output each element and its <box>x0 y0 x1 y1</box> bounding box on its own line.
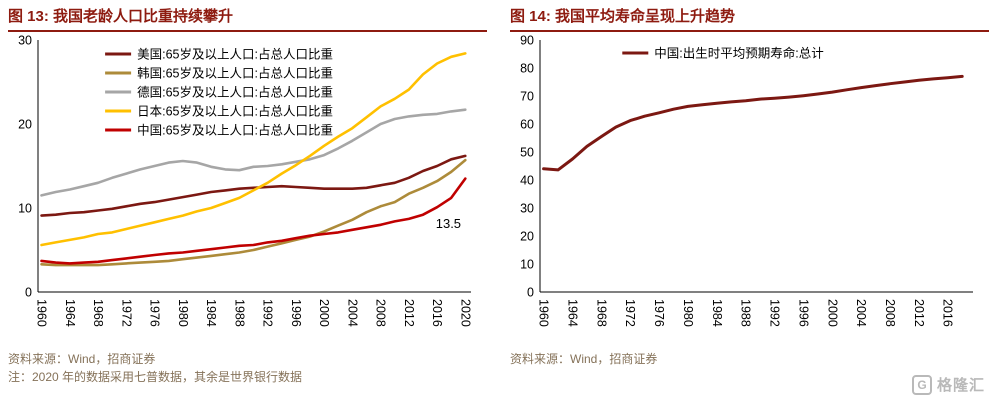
svg-text:2012: 2012 <box>912 299 926 327</box>
svg-text:40: 40 <box>520 174 534 188</box>
svg-text:2000: 2000 <box>825 299 839 327</box>
svg-text:0: 0 <box>527 286 534 300</box>
gelonghui-logo-text: 格隆汇 <box>936 377 985 394</box>
svg-text:1988: 1988 <box>232 299 246 327</box>
figure13-title: 图 13: 我国老龄人口比重持续攀升 <box>8 8 234 25</box>
figure14-source: 资料来源：Wind，招商证券 <box>510 352 658 366</box>
svg-text:2000: 2000 <box>317 299 331 327</box>
svg-text:1996: 1996 <box>289 299 303 327</box>
svg-text:1988: 1988 <box>739 299 753 327</box>
figure13-note: 注：2020 年的数据采用七普数据，其余是世界银行数据 <box>8 370 303 384</box>
svg-text:2016: 2016 <box>430 299 444 327</box>
gelonghui-logo-icon: G <box>911 374 932 395</box>
svg-text:德国:65岁及以上人口:占总人口比重: 德国:65岁及以上人口:占总人口比重 <box>137 84 333 99</box>
svg-text:70: 70 <box>520 90 534 104</box>
svg-text:90: 90 <box>520 34 534 48</box>
svg-text:20: 20 <box>18 118 32 132</box>
svg-text:1960: 1960 <box>35 299 49 327</box>
svg-text:1996: 1996 <box>796 299 810 327</box>
figure14-title-rule <box>510 30 989 32</box>
svg-text:13.5: 13.5 <box>436 216 461 231</box>
svg-text:1968: 1968 <box>594 299 608 327</box>
svg-text:1964: 1964 <box>566 299 580 327</box>
svg-text:1984: 1984 <box>204 299 218 327</box>
svg-text:1980: 1980 <box>681 299 695 327</box>
svg-text:30: 30 <box>18 34 32 48</box>
svg-text:50: 50 <box>520 146 534 160</box>
svg-text:1964: 1964 <box>63 299 77 327</box>
svg-text:30: 30 <box>520 202 534 216</box>
svg-text:日本:65岁及以上人口:占总人口比重: 日本:65岁及以上人口:占总人口比重 <box>137 103 333 118</box>
figure13-line-chart: 0 10 20 30 1960 1964 1968 1972 1976 1980 1984 1988 1… <box>18 34 472 327</box>
svg-text:2004: 2004 <box>345 299 359 327</box>
svg-text:10: 10 <box>520 258 534 272</box>
svg-text:1984: 1984 <box>710 299 724 327</box>
svg-text:1980: 1980 <box>176 299 190 327</box>
svg-text:1968: 1968 <box>91 299 105 327</box>
svg-text:中国:出生时平均预期寿命:总计: 中国:出生时平均预期寿命:总计 <box>654 45 823 60</box>
svg-text:1976: 1976 <box>652 299 666 327</box>
figure13-source: 资料来源：Wind，招商证券 <box>8 352 156 366</box>
figure13-panel: 图 13: 我国老龄人口比重持续攀升 0 10 20 30 1960 1964 1968 19… <box>0 0 495 400</box>
figure14-panel: 图 14: 我国平均寿命呈现上升趋势 0 10 20 30 40 50 60 70 80 90 19… <box>502 0 997 400</box>
svg-text:20: 20 <box>520 230 534 244</box>
svg-text:1976: 1976 <box>148 299 162 327</box>
figure14-title: 图 14: 我国平均寿命呈现上升趋势 <box>510 8 736 25</box>
svg-text:1972: 1972 <box>623 299 637 327</box>
figure14-line-chart: 0 10 20 30 40 50 60 70 80 90 1960 1964 1968 1972 1976 1… <box>520 34 973 327</box>
svg-text:2004: 2004 <box>854 299 868 327</box>
svg-text:0: 0 <box>25 286 32 300</box>
svg-text:2016: 2016 <box>941 299 955 327</box>
figure13-title-rule <box>8 30 487 32</box>
svg-text:1992: 1992 <box>261 299 275 327</box>
svg-text:2008: 2008 <box>374 299 388 327</box>
svg-text:中国:65岁及以上人口:占总人口比重: 中国:65岁及以上人口:占总人口比重 <box>137 122 333 137</box>
svg-text:2012: 2012 <box>402 299 416 327</box>
svg-text:韩国:65岁及以上人口:占总人口比重: 韩国:65岁及以上人口:占总人口比重 <box>137 65 333 80</box>
svg-text:2020: 2020 <box>458 299 472 327</box>
svg-text:60: 60 <box>520 118 534 132</box>
svg-text:2008: 2008 <box>883 299 897 327</box>
svg-text:10: 10 <box>18 202 32 216</box>
svg-text:美国:65岁及以上人口:占总人口比重: 美国:65岁及以上人口:占总人口比重 <box>137 46 333 61</box>
svg-text:1960: 1960 <box>537 299 551 327</box>
svg-text:1992: 1992 <box>768 299 782 327</box>
gelonghui-watermark: G 格隆汇 <box>911 374 985 395</box>
svg-text:80: 80 <box>520 62 534 76</box>
svg-text:1972: 1972 <box>119 299 133 327</box>
